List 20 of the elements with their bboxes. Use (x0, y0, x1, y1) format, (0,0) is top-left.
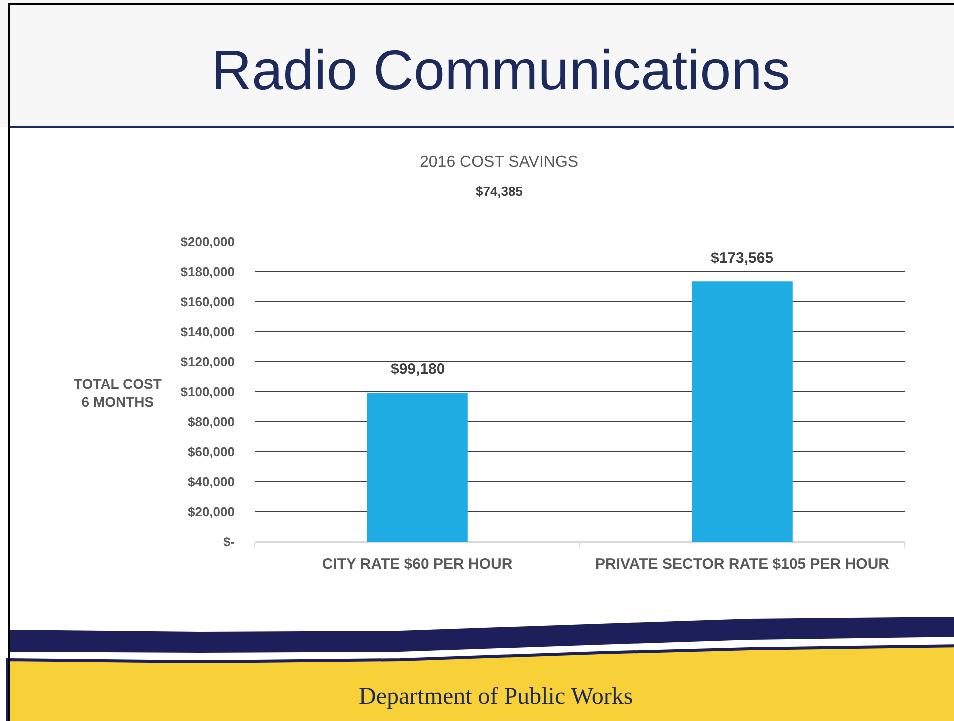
chart-subtitle: 2016 COST SAVINGS (420, 154, 579, 171)
y-tick-label: $160,000 (180, 294, 235, 310)
y-tick-label: $60,000 (188, 444, 235, 460)
x-tick-label: CITY RATE $60 PER HOUR (322, 556, 513, 573)
y-tick-label: $120,000 (180, 354, 235, 370)
y-tick-label: $180,000 (180, 264, 235, 280)
y-tick-label: $20,000 (188, 504, 235, 520)
y-tick-label: $200,000 (180, 234, 235, 250)
data-label: $99,180 (391, 361, 446, 378)
y-axis-title: TOTAL COST 6 MONTHS (74, 376, 162, 410)
x-tick-label: PRIVATE SECTOR RATE $105 PER HOUR (596, 556, 890, 573)
y-tick-label: $80,000 (188, 414, 235, 430)
y-tick-label: $- (223, 534, 235, 550)
text: $74,385 (476, 184, 523, 199)
y-tick-label: $40,000 (188, 474, 235, 490)
y-tick-label: $100,000 (180, 384, 235, 400)
text: Department of Public Works (359, 684, 634, 710)
y-tick-label: $140,000 (180, 324, 235, 340)
chart-title: Radio Communications (212, 38, 790, 102)
data-label: $173,565 (711, 250, 774, 267)
